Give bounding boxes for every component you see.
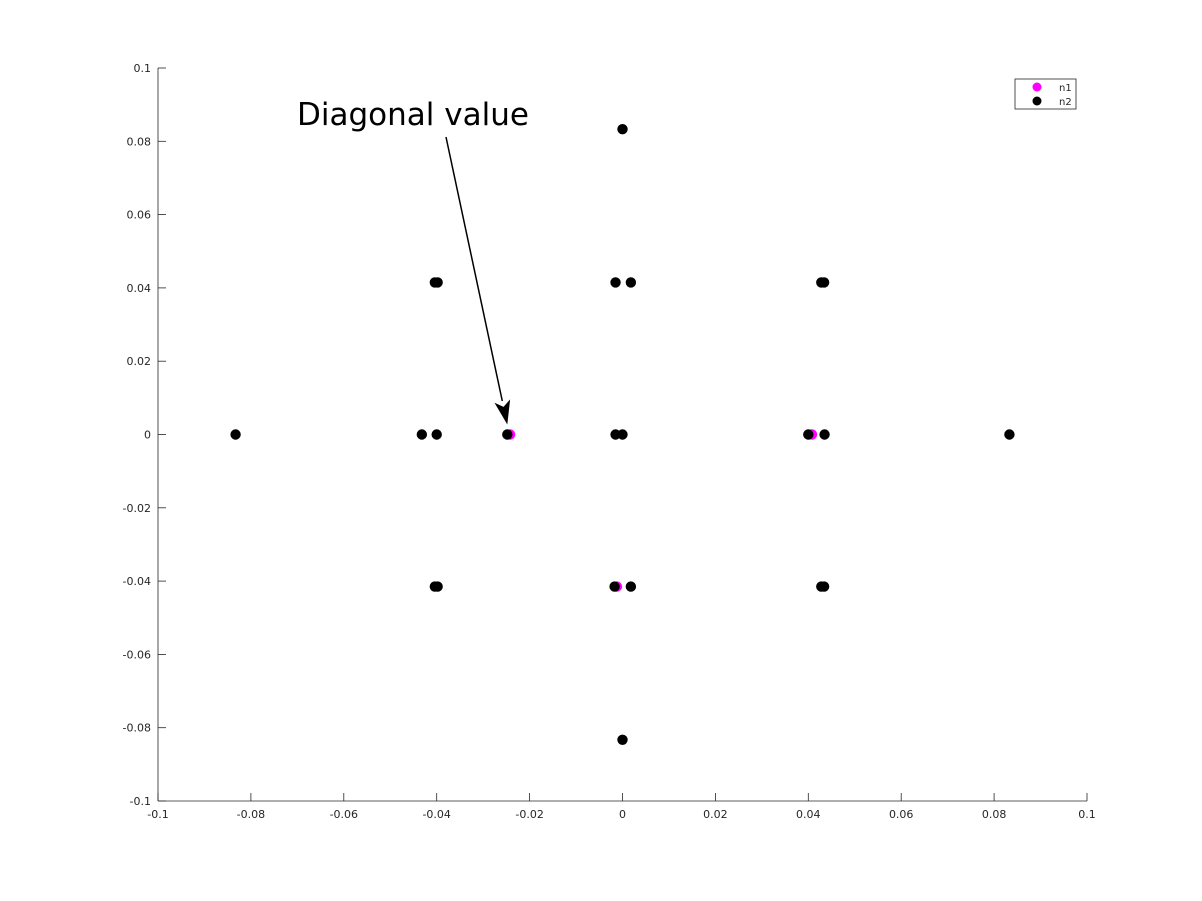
x-tick-label: 0.02 (703, 808, 728, 821)
y-tick-label: -0.04 (123, 575, 151, 588)
y-tick-label: -0.02 (123, 502, 151, 515)
annotation-arrow-head (494, 399, 511, 425)
data-point-n2 (818, 277, 830, 288)
data-point-n2 (1004, 429, 1015, 440)
y-tick-label: 0.06 (127, 209, 152, 222)
x-tick-label: 0.06 (889, 808, 914, 821)
x-tick-label: -0.06 (330, 808, 358, 821)
data-point-n2 (625, 581, 637, 592)
data-point-n2 (625, 277, 637, 288)
x-tick-label: 0.08 (982, 808, 1007, 821)
x-tick-label: 0.04 (796, 808, 821, 821)
x-tick-label: 0.1 (1078, 808, 1096, 821)
legend-marker-n2 (1032, 96, 1042, 106)
data-point-n2 (617, 124, 628, 135)
data-point-n2 (432, 581, 443, 592)
legend-marker-n1 (1032, 82, 1042, 92)
legend-label-n2: n2 (1059, 97, 1072, 108)
y-tick-label: 0.1 (134, 62, 152, 75)
x-tick-label: -0.02 (515, 808, 543, 821)
data-point-n2 (803, 429, 814, 440)
legend-label-n1: n1 (1059, 83, 1072, 94)
x-tick-label: -0.04 (422, 808, 450, 821)
legend: n1 n2 (1014, 78, 1077, 110)
data-point-n2 (609, 581, 620, 592)
x-tick-label: 0 (619, 808, 626, 821)
x-axis-ticks: -0.1 -0.08 -0.06 -0.04 -0.02 0 0.02 0.04 0.06 0.0… (147, 793, 1096, 821)
data-points (230, 124, 1015, 745)
data-point-n2 (431, 429, 442, 440)
data-point-n2 (617, 734, 628, 745)
data-point-n2 (416, 429, 428, 440)
x-tick-label: -0.1 (147, 808, 168, 821)
annotation: Diagonal value (297, 97, 529, 425)
data-point-n2 (819, 429, 830, 440)
y-tick-label: 0.04 (127, 282, 152, 295)
data-point-n2 (502, 429, 513, 440)
data-point-n2 (610, 277, 621, 288)
y-axis-ticks: 0.1 0.08 0.06 0.04 0.02 0 -0.02 -0.04 -0.06 -0.08… (123, 62, 166, 808)
annotation-text: Diagonal value (297, 97, 529, 133)
data-point-n2 (230, 429, 241, 440)
y-tick-label: 0.02 (127, 355, 152, 368)
y-tick-label: -0.08 (123, 722, 151, 735)
x-tick-label: -0.08 (237, 808, 265, 821)
data-point-n2 (432, 277, 443, 288)
y-tick-label: 0 (144, 429, 151, 442)
legend-box (1014, 78, 1077, 110)
y-tick-label: 0.08 (127, 135, 152, 148)
data-point-n2 (818, 581, 830, 592)
y-tick-label: -0.1 (130, 795, 151, 808)
annotation-arrow-line (445, 136, 504, 402)
data-point-n2 (617, 429, 628, 440)
y-tick-label: -0.06 (123, 648, 151, 661)
